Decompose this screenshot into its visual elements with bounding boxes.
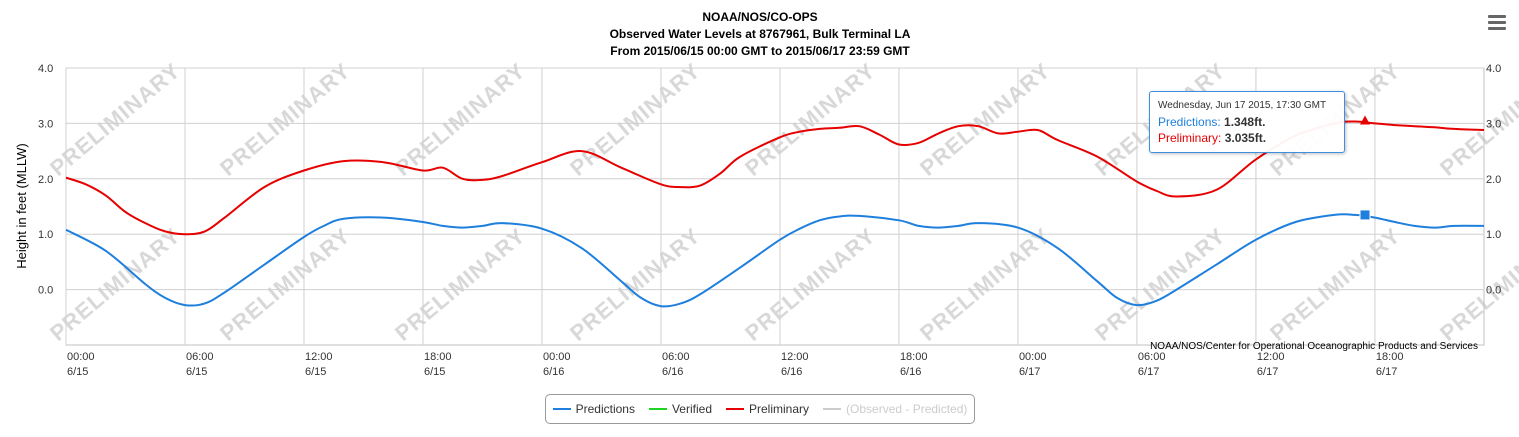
watermark-text: PRELIMINARY bbox=[565, 58, 705, 181]
x-tick-time: 06:00 bbox=[662, 351, 690, 363]
x-tick-time: 06:00 bbox=[1138, 351, 1166, 363]
watermark-text: PRELIMINARY bbox=[390, 223, 530, 346]
legend-label-predictions: Predictions bbox=[575, 402, 635, 416]
x-tick-date: 6/16 bbox=[900, 366, 921, 378]
watermark-text: PRELIMINARY bbox=[1265, 223, 1405, 346]
tooltip-preliminary: Preliminary: 3.035ft. bbox=[1158, 130, 1336, 146]
y-tick-label: 2.0 bbox=[38, 174, 53, 186]
tooltip-date: Wednesday, Jun 17 2015, 17:30 GMT bbox=[1158, 100, 1327, 111]
x-tick-date: 6/15 bbox=[424, 366, 445, 378]
y-tick-label: 1.0 bbox=[38, 229, 53, 241]
y-tick-label: 0.0 bbox=[1486, 285, 1501, 297]
x-tick-date: 6/17 bbox=[1019, 366, 1040, 378]
x-tick-time: 12:00 bbox=[781, 351, 809, 363]
legend-swatch-verified bbox=[648, 408, 667, 410]
watermark-text: PRELIMINARY bbox=[740, 58, 880, 181]
hover-markers bbox=[1359, 115, 1371, 221]
x-tick-time: 18:00 bbox=[1376, 351, 1404, 363]
x-tick-date: 6/16 bbox=[662, 366, 683, 378]
legend-swatch-residual bbox=[823, 408, 842, 410]
x-tick-date: 6/15 bbox=[305, 366, 326, 378]
chart-legend: Predictions Verified Preliminary (Observ… bbox=[545, 394, 975, 424]
x-tick-date: 6/15 bbox=[186, 366, 207, 378]
tooltip-predictions: Predictions: 1.348ft. bbox=[1158, 114, 1336, 130]
watermark-text: PRELIMINARY bbox=[915, 223, 1055, 346]
chart-subtitle-station: Observed Water Levels at 8767961, Bulk T… bbox=[610, 27, 911, 41]
y-axis-right: 4.0 3.0 2.0 1.0 0.0 bbox=[1486, 63, 1501, 297]
chart-title: NOAA/NOS/CO-OPS bbox=[702, 10, 817, 24]
x-axis: 00:00 6/15 06:00 6/15 12:00 6/15 18:00 6/15 00:0… bbox=[67, 351, 1403, 378]
watermark-text: PRELIMINARY bbox=[565, 223, 705, 346]
menu-bar-icon bbox=[1488, 21, 1506, 24]
preliminary-hover-marker bbox=[1360, 115, 1371, 125]
series-line-preliminary bbox=[65, 120, 1485, 236]
watermark-text: PRELIMINARY bbox=[740, 223, 880, 346]
x-tick-date: 6/16 bbox=[781, 366, 802, 378]
menu-bar-icon bbox=[1488, 15, 1506, 18]
x-tick-date: 6/17 bbox=[1138, 366, 1159, 378]
legend-swatch-predictions bbox=[552, 408, 571, 410]
legend-item-verified[interactable]: Verified bbox=[648, 402, 712, 416]
watermark-text: PRELIMINARY bbox=[1090, 223, 1230, 346]
x-tick-time: 12:00 bbox=[1257, 351, 1285, 363]
legend-swatch-preliminary bbox=[726, 408, 744, 410]
y-tick-label: 0.0 bbox=[38, 285, 53, 297]
x-tick-time: 12:00 bbox=[305, 351, 333, 363]
chart-tooltip: Wednesday, Jun 17 2015, 17:30 GMT Predic… bbox=[1149, 91, 1345, 153]
y-axis-label: Height in feet (MLLW) bbox=[14, 143, 29, 268]
legend-label-residual: (Observed - Predicted) bbox=[846, 402, 968, 416]
x-tick-date: 6/15 bbox=[67, 366, 88, 378]
x-tick-date: 6/16 bbox=[543, 366, 564, 378]
y-tick-label: 3.0 bbox=[1486, 118, 1501, 130]
tooltip-preliminary-label: Preliminary: bbox=[1158, 131, 1222, 145]
chart-menu-button[interactable] bbox=[1486, 12, 1508, 32]
x-tick-date: 6/17 bbox=[1376, 366, 1397, 378]
series-line-predictions bbox=[65, 213, 1485, 308]
y-tick-label: 2.0 bbox=[1486, 174, 1501, 186]
tooltip-preliminary-value: 3.035ft. bbox=[1224, 131, 1267, 145]
x-tick-time: 06:00 bbox=[186, 351, 214, 363]
tooltip-predictions-value: 1.348ft. bbox=[1224, 115, 1266, 129]
y-axis-left: 4.0 3.0 2.0 1.0 0.0 bbox=[38, 63, 53, 297]
legend-label-preliminary: Preliminary bbox=[749, 402, 810, 416]
legend-label-verified: Verified bbox=[671, 402, 712, 416]
watermark-text: PRELIMINARY bbox=[1435, 58, 1519, 181]
x-tick-time: 18:00 bbox=[424, 351, 452, 363]
series-layer bbox=[65, 120, 1485, 308]
grid-lines bbox=[65, 67, 1485, 346]
legend-item-preliminary[interactable]: Preliminary bbox=[726, 402, 809, 416]
tooltip-predictions-label: Predictions: bbox=[1158, 115, 1221, 129]
watermark-text: PRELIMINARY bbox=[1435, 223, 1519, 346]
watermark-text: PRELIMINARY bbox=[915, 58, 1055, 181]
x-tick-date: 6/17 bbox=[1257, 366, 1278, 378]
legend-item-residual[interactable]: (Observed - Predicted) bbox=[823, 402, 967, 416]
chart-credit: NOAA/NOS/Center for Operational Oceanogr… bbox=[1150, 341, 1478, 352]
watermark-text: PRELIMINARY bbox=[390, 58, 530, 181]
x-tick-time: 00:00 bbox=[67, 351, 95, 363]
y-tick-label: 4.0 bbox=[38, 63, 53, 75]
y-tick-label: 4.0 bbox=[1486, 63, 1501, 75]
chart-subtitle-range: From 2015/06/15 00:00 GMT to 2015/06/17 … bbox=[610, 44, 910, 58]
legend-item-predictions[interactable]: Predictions bbox=[552, 402, 635, 416]
x-tick-time: 00:00 bbox=[543, 351, 571, 363]
predictions-hover-marker bbox=[1359, 209, 1371, 221]
y-tick-label: 3.0 bbox=[38, 118, 53, 130]
y-tick-label: 1.0 bbox=[1486, 229, 1501, 241]
x-tick-time: 00:00 bbox=[1019, 351, 1047, 363]
x-tick-time: 18:00 bbox=[900, 351, 928, 363]
menu-bar-icon bbox=[1488, 27, 1506, 30]
